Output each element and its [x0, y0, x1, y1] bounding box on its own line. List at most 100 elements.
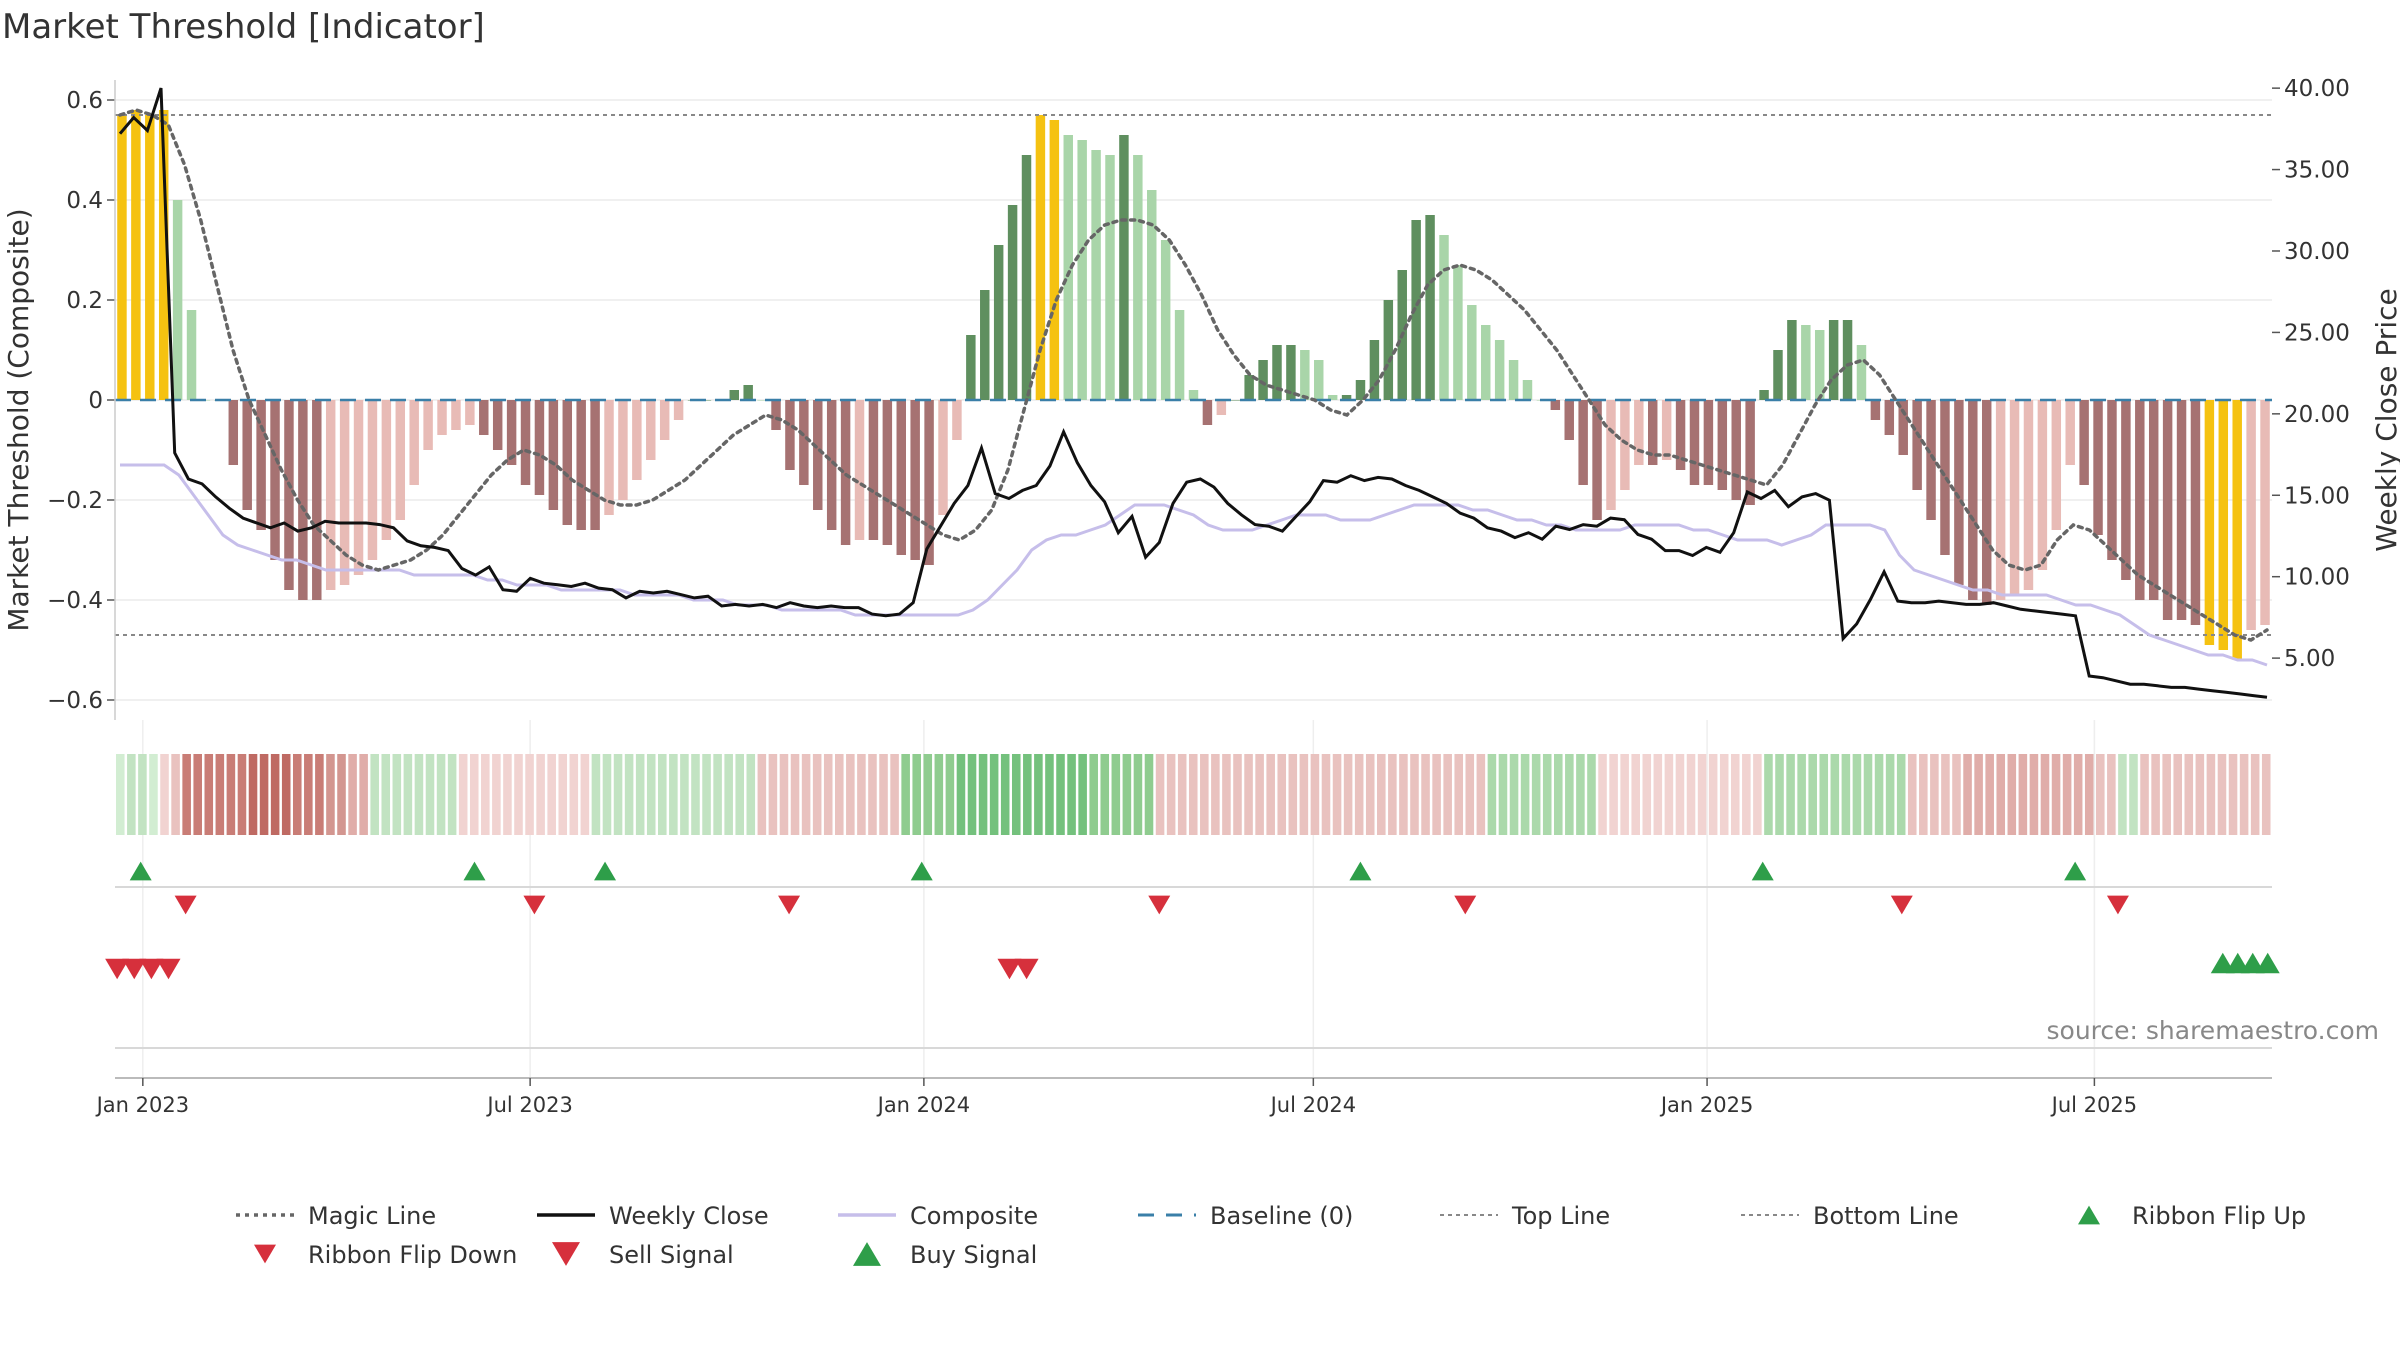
ribbon-cell — [171, 754, 180, 835]
threshold-bar — [353, 400, 364, 575]
ribbon-cell — [1952, 754, 1961, 835]
ribbon-cell — [1023, 754, 1032, 835]
ribbon-cell — [1730, 754, 1740, 835]
threshold-bar — [1870, 400, 1881, 420]
ribbon-flip-down-marker — [174, 895, 197, 915]
threshold-bar — [1035, 115, 1046, 400]
ribbon-cell — [1565, 754, 1574, 835]
magic-line — [118, 108, 2269, 642]
legend-item: Buy Signal — [853, 1241, 1037, 1269]
ribbon-flip-down-marker — [1454, 895, 1477, 915]
ribbon-cell — [2162, 754, 2171, 835]
composite-line — [120, 463, 2268, 667]
ribbon-cell — [1188, 754, 1198, 835]
threshold-bar — [284, 400, 294, 590]
y-left-tick-label: 0.4 — [66, 188, 103, 214]
ribbon-cell — [1454, 754, 1464, 835]
threshold-bar — [1467, 305, 1477, 400]
threshold-bar — [2218, 400, 2229, 650]
threshold-bar — [771, 400, 781, 430]
ribbon-cell — [989, 754, 999, 835]
ribbon-cell — [890, 754, 899, 835]
ribbon-cell — [226, 754, 236, 835]
legend-label: Composite — [910, 1202, 1038, 1230]
threshold-bar — [339, 400, 350, 585]
threshold-bar — [1425, 215, 1435, 400]
y-right-tick-label: 35.00 — [2284, 158, 2350, 184]
ribbon-cell — [635, 754, 645, 835]
threshold-bar — [1689, 400, 1700, 485]
ribbon-cell — [691, 754, 700, 835]
threshold-bar — [256, 400, 266, 530]
ribbon-cell — [1100, 754, 1110, 835]
threshold-bar — [1105, 155, 1115, 400]
ribbon-cell — [281, 754, 291, 835]
ribbon-cell — [1111, 754, 1121, 835]
threshold-bar — [562, 400, 573, 525]
ribbon-cell — [447, 754, 457, 835]
ribbon-cell — [857, 754, 866, 835]
sell-signal-marker — [122, 958, 147, 980]
buy-signal-marker — [2255, 952, 2280, 974]
ribbon-cell — [2173, 754, 2183, 835]
ribbon-cell — [768, 754, 778, 835]
ribbon-cell — [1034, 754, 1043, 835]
threshold-bar — [242, 400, 252, 510]
ribbon-cell — [1642, 754, 1652, 835]
threshold-bar — [1188, 390, 1199, 400]
ribbon-cell — [337, 754, 346, 835]
ribbon-cell — [1078, 754, 1087, 835]
ribbon-cell — [658, 754, 667, 835]
ribbon-cell — [1056, 754, 1065, 835]
ribbon-cell — [2129, 754, 2138, 835]
threshold-bar — [451, 400, 461, 430]
ribbon-cell — [469, 754, 479, 835]
ribbon-cell — [1531, 754, 1541, 835]
ribbon-cell — [879, 754, 888, 835]
threshold-bar — [2051, 400, 2062, 530]
ribbon-flip-up-marker — [594, 861, 617, 881]
ribbon-cell — [812, 754, 822, 835]
ribbon-cell — [2062, 754, 2072, 835]
ribbon-cell — [978, 754, 988, 835]
ribbon-cell — [1509, 754, 1519, 835]
ribbon-cell — [2228, 754, 2238, 835]
legend-label: Bottom Line — [1813, 1202, 1959, 1230]
ribbon-cell — [624, 754, 634, 835]
sell-signal-marker — [997, 958, 1022, 980]
ribbon-cell — [2239, 754, 2249, 835]
ribbon-cell — [2118, 754, 2127, 835]
threshold-bar — [228, 400, 239, 465]
threshold-bar — [2246, 400, 2256, 630]
ribbon-cell — [2051, 754, 2061, 835]
ribbon-cell — [613, 754, 623, 835]
threshold-bar — [1258, 360, 1268, 400]
ribbon-cell — [1332, 754, 1342, 835]
x-tick-label: Jul 2024 — [1269, 1093, 1356, 1117]
legend-item: Ribbon Flip Up — [2078, 1202, 2306, 1230]
ribbon-cell — [1388, 754, 1397, 835]
ribbon-cell — [2217, 754, 2227, 835]
ribbon-cell — [1399, 754, 1408, 835]
threshold-bar — [1327, 395, 1338, 400]
threshold-bar — [1174, 310, 1185, 400]
ribbon-cell — [1365, 754, 1375, 835]
ribbon-cell — [1653, 754, 1663, 835]
ribbon-cell — [2029, 754, 2039, 835]
threshold-bar — [1995, 400, 2006, 600]
ribbon-cell — [381, 754, 391, 835]
axes: 0.6 0.4 0.2 0 −0.2 −0.4 −0.6 40.00 35.00 30.00 25.… — [2, 76, 2400, 720]
legend-item: Ribbon Flip Down — [254, 1241, 517, 1269]
ribbon-cell — [1498, 754, 1508, 835]
chart-title: Market Threshold [Indicator] — [2, 7, 485, 47]
ribbon-cell — [1155, 754, 1165, 835]
threshold-bar — [743, 385, 753, 400]
legend-label: Weekly Close — [609, 1202, 769, 1230]
sell-signal-marker — [1014, 958, 1039, 980]
y-right-tick-label: 25.00 — [2284, 320, 2350, 346]
ribbon-cell — [1244, 754, 1253, 835]
legend-label: Buy Signal — [910, 1241, 1037, 1269]
ribbon-cell — [492, 754, 501, 835]
y-left-tick-label: −0.6 — [47, 688, 103, 714]
